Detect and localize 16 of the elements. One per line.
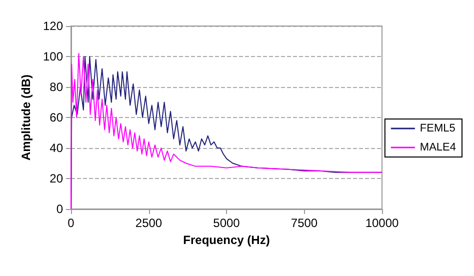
y-tick-label: 20: [50, 172, 64, 186]
y-tick-label: 80: [50, 80, 64, 94]
y-axis-title: Amplitude (dB): [19, 74, 34, 160]
legend-label: FEML5: [420, 122, 456, 134]
x-tick-label: 10000: [365, 216, 400, 230]
x-tick-label: 2500: [135, 216, 162, 230]
y-tick-label: 40: [50, 141, 64, 155]
x-tick-label: 5000: [213, 216, 240, 230]
y-tick-label: 0: [56, 202, 64, 216]
legend-label: MALE4: [420, 142, 456, 154]
y-tick-label: 60: [50, 110, 64, 124]
x-axis-title: Frequency (Hz): [183, 232, 270, 247]
y-tick-label: 100: [42, 50, 64, 64]
x-tick-label: 7500: [290, 216, 318, 230]
y-tick-label: 120: [42, 19, 64, 33]
x-tick-label: 0: [68, 216, 75, 230]
